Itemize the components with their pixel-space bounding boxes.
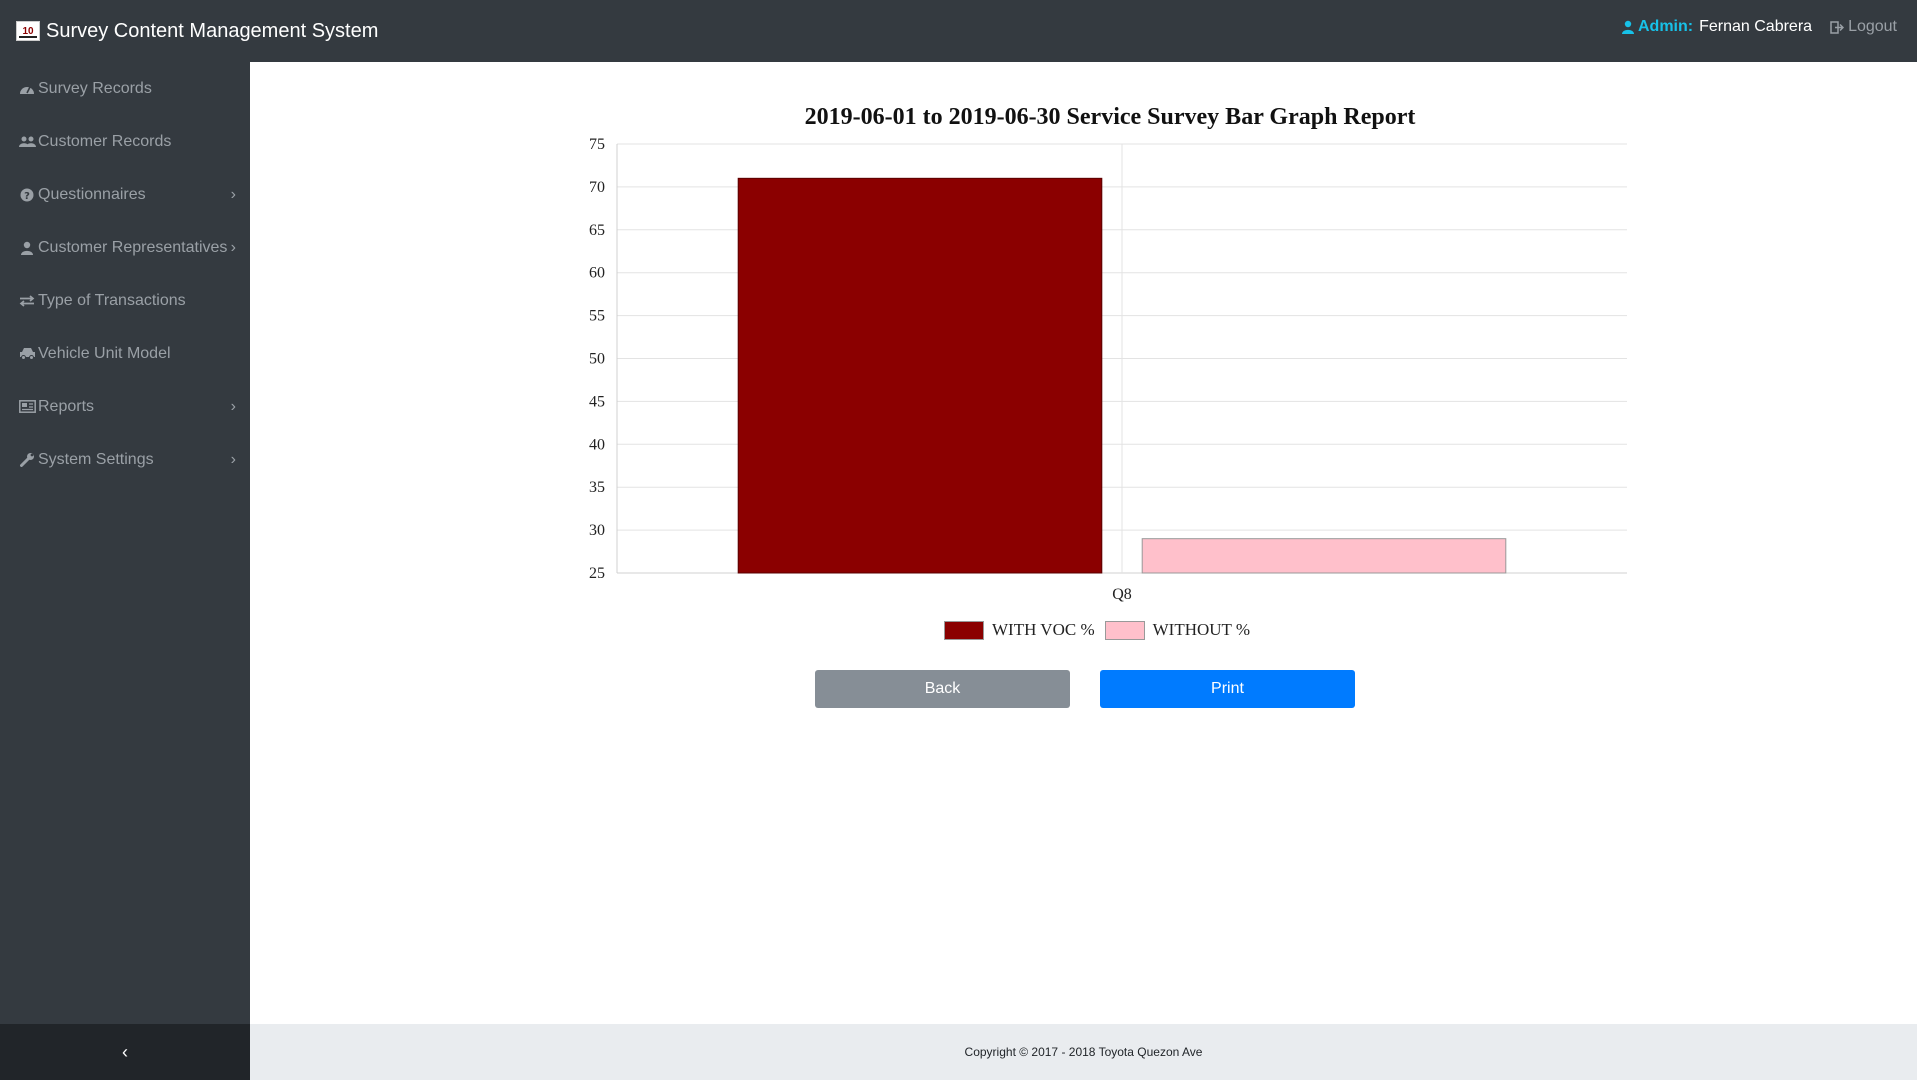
sidebar-item-label: Survey Records (38, 79, 152, 97)
sidebar-item-type-of-transactions[interactable]: Type of Transactions (0, 274, 250, 327)
brand-logo-icon: 10 (16, 21, 40, 41)
sidebar-item-vehicle-unit-model[interactable]: Vehicle Unit Model (0, 327, 250, 380)
y-tick-label: 25 (589, 565, 605, 582)
legend-item-with-voc: WITH VOC % (944, 620, 1095, 640)
y-tick-label: 40 (589, 436, 605, 453)
x-tick-label: Q8 (1112, 586, 1132, 603)
bar-with-voc (737, 177, 1103, 574)
bar-chart: 75 70 65 60 55 50 45 40 35 30 25 Q8 (589, 136, 1627, 603)
logout-label: Logout (1848, 18, 1897, 35)
legend-label-without: WITHOUT % (1152, 620, 1251, 639)
y-tick-label: 35 (589, 479, 605, 496)
y-tick-label: 65 (589, 222, 605, 239)
sidebar-item-label: Reports (38, 397, 95, 415)
sidebar: Survey Records Customer Records ? Questi… (0, 62, 250, 1024)
car-icon (18, 347, 36, 360)
legend-label-with-voc: WITH VOC % (992, 620, 1095, 639)
sidebar-item-survey-records[interactable]: Survey Records (0, 62, 250, 115)
admin-label: Admin: (1622, 18, 1693, 36)
sidebar-item-label: System Settings (38, 450, 154, 468)
chart-title: 2019-06-01 to 2019-06-30 Service Survey … (804, 104, 1416, 130)
sidebar-item-customer-representatives[interactable]: Customer Representatives › (0, 221, 250, 274)
sidebar-item-reports[interactable]: Reports › (0, 380, 250, 433)
report-icon (18, 400, 36, 413)
user-icon (18, 241, 36, 255)
dashboard-icon (18, 82, 36, 95)
wrench-icon (18, 452, 36, 467)
back-button[interactable]: Back (815, 670, 1070, 708)
y-tick-label: 60 (589, 265, 605, 282)
y-tick-label: 50 (589, 351, 605, 368)
sidebar-item-label: Vehicle Unit Model (38, 344, 171, 362)
print-button[interactable]: Print (1100, 670, 1355, 708)
chevron-right-icon: › (230, 450, 236, 468)
y-tick-label: 30 (589, 522, 605, 539)
users-icon (18, 135, 36, 148)
sign-out-icon (1830, 20, 1845, 34)
chevron-right-icon: › (230, 397, 236, 415)
sidebar-item-label: Type of Transactions (38, 291, 186, 309)
bar-without (1141, 538, 1507, 574)
y-tick-label: 75 (589, 136, 605, 153)
chevron-right-icon: › (230, 238, 236, 256)
sidebar-item-label: Questionnaires (38, 185, 146, 203)
brand[interactable]: 10 Survey Content Management System (16, 20, 378, 43)
admin-label-text: Admin: (1638, 18, 1694, 35)
app-title: Survey Content Management System (46, 19, 379, 42)
y-tick-label: 55 (589, 308, 605, 325)
sidebar-item-system-settings[interactable]: System Settings › (0, 433, 250, 486)
question-circle-icon: ? (18, 188, 36, 202)
chart-legend: WITH VOC % WITHOUT % (944, 620, 1260, 640)
chevron-left-icon: ‹ (122, 1041, 128, 1062)
page-footer: Copyright © 2017 - 2018 Toyota Quezon Av… (250, 1024, 1917, 1080)
copyright-text: Copyright © 2017 - 2018 Toyota Quezon Av… (964, 1045, 1203, 1059)
exchange-icon (18, 294, 36, 307)
legend-swatch-with-voc (944, 620, 984, 640)
sidebar-item-questionnaires[interactable]: ? Questionnaires › (0, 168, 250, 221)
top-navbar: 10 Survey Content Management System Admi… (0, 0, 1917, 62)
legend-swatch-without (1104, 620, 1145, 640)
chevron-right-icon: › (230, 185, 236, 203)
svg-text:?: ? (24, 191, 30, 202)
logout-link[interactable]: Logout (1830, 18, 1897, 36)
y-tick-label: 45 (589, 393, 605, 410)
legend-item-without: WITHOUT % (1104, 620, 1251, 640)
sidebar-item-label: Customer Records (38, 132, 172, 150)
sidebar-item-customer-records[interactable]: Customer Records (0, 115, 250, 168)
user-icon (1622, 20, 1634, 34)
user-area: Admin: Fernan Cabrera Logout (1622, 18, 1897, 36)
admin-name: Fernan Cabrera (1699, 18, 1813, 35)
sidebar-item-label: Customer Representatives (38, 238, 228, 256)
y-tick-label: 70 (589, 179, 605, 196)
sidebar-toggle-button[interactable]: ‹ (0, 1024, 250, 1080)
